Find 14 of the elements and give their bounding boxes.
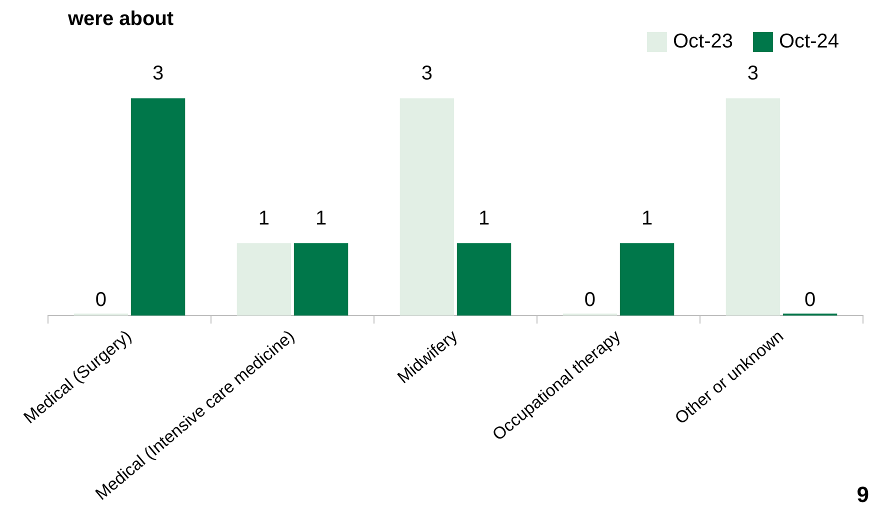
text: 9: [856, 482, 869, 508]
data-label: 0: [804, 289, 816, 312]
data-label: 3: [152, 62, 164, 85]
data-label: 3: [421, 62, 433, 85]
data-label: 1: [641, 208, 653, 230]
legend-label: Oct-23: [672, 30, 733, 53]
data-label: 3: [747, 62, 759, 85]
legend-label: Oct-24: [778, 30, 840, 53]
data-label: 1: [258, 208, 270, 230]
chart-title: were about: [68, 8, 174, 31]
data-label: 1: [478, 208, 490, 230]
data-label: 1: [315, 208, 327, 230]
data-label: 0: [584, 289, 596, 312]
data-label: 0: [95, 289, 107, 312]
